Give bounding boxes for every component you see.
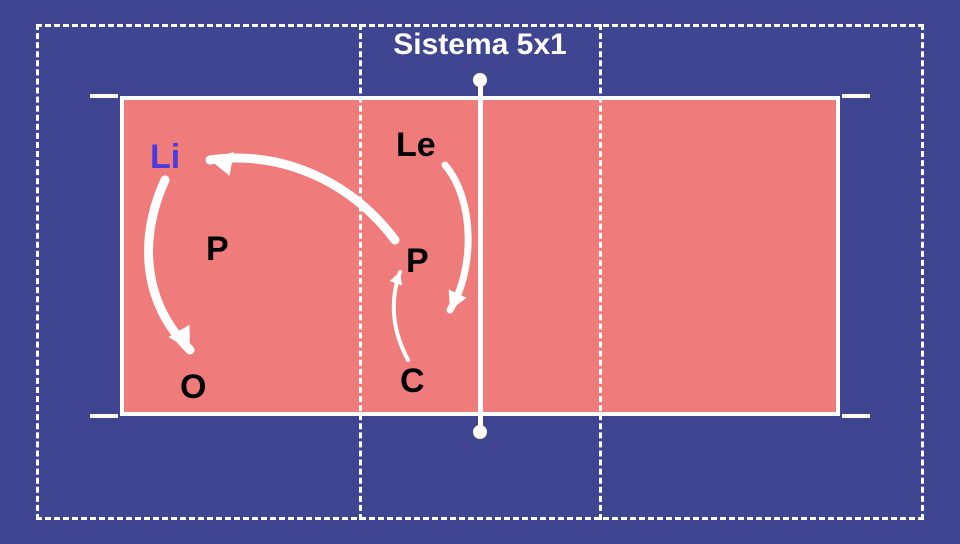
label-li: Li <box>150 140 180 174</box>
net-line <box>478 80 483 432</box>
label-p-right: P <box>406 244 429 278</box>
label-p-left: P <box>206 232 229 266</box>
label-le: Le <box>396 128 436 162</box>
diagram-stage: Sistema 5x1 Li Le P P O C <box>0 0 960 544</box>
tick-bot-right <box>842 414 870 418</box>
attack-line-left <box>359 24 362 520</box>
label-o: O <box>180 370 206 404</box>
tick-top-right <box>842 94 870 98</box>
label-c: C <box>400 364 425 398</box>
net-post-bottom <box>473 425 487 439</box>
tick-bot-left <box>90 414 118 418</box>
tick-top-left <box>90 94 118 98</box>
diagram-title: Sistema 5x1 <box>0 30 960 60</box>
attack-line-right <box>599 24 602 520</box>
net-post-top <box>473 73 487 87</box>
